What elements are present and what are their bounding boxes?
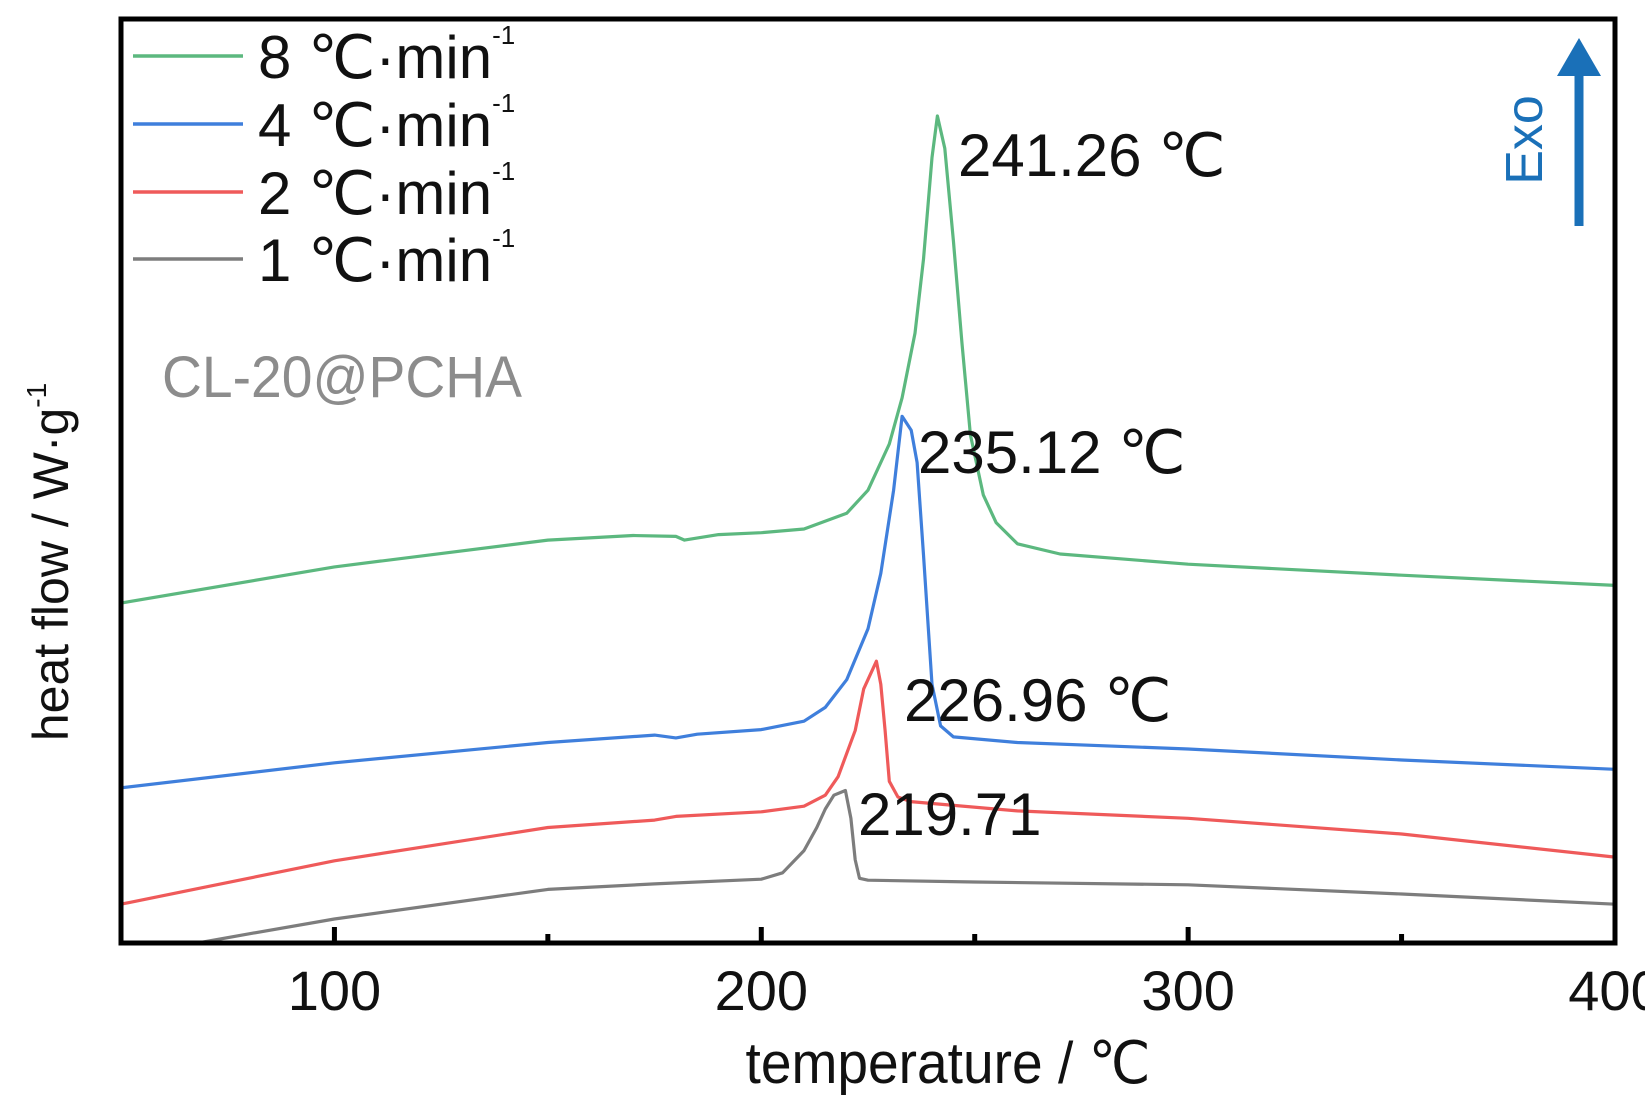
- x-axis-title: temperature / ℃: [746, 1031, 1151, 1095]
- y-axis-title-main: heat flow / W·g: [23, 408, 79, 741]
- legend-label-4-min: 4 ℃·min-1: [258, 88, 515, 159]
- x-tick-label: 400: [1568, 959, 1645, 1022]
- legend-label-2-min: 2 ℃·min-1: [258, 156, 515, 227]
- peak-label-1-min: 219.71: [858, 781, 1042, 848]
- series-line-4-min: [119, 414, 1617, 790]
- x-axis-ticks: 100 200 300 400: [288, 927, 1645, 1022]
- x-tick-label: 100: [288, 959, 381, 1022]
- legend: 8 ℃·min-14 ℃·min-12 ℃·min-11 ℃·min-1: [133, 20, 515, 294]
- legend-label-1-min: 1 ℃·min-1: [258, 223, 515, 294]
- plot-frame: [118, 16, 1618, 946]
- peak-labels: 241.26 ℃ 235.12 ℃ 226.96 ℃ 219.71: [858, 122, 1226, 848]
- sample-label: CL-20@PCHA: [162, 345, 522, 410]
- series-line-2-min: [119, 659, 1617, 906]
- series-curves: [119, 114, 1617, 945]
- exo-label: Exo: [1496, 95, 1554, 185]
- x-tick-label: 200: [715, 959, 808, 1022]
- exo-indicator: Exo: [1496, 38, 1601, 226]
- peak-label-2-min: 226.96 ℃: [904, 667, 1172, 734]
- peak-label-4-min: 235.12 ℃: [918, 419, 1186, 486]
- series-line-8-min: [119, 114, 1617, 605]
- y-axis-title: heat flow / W·g-1: [21, 383, 79, 741]
- y-axis-title-sup: -1: [21, 383, 52, 408]
- legend-label-8-min: 8 ℃·min-1: [258, 20, 515, 91]
- exo-arrow-head-icon: [1557, 38, 1601, 76]
- x-tick-label: 300: [1141, 959, 1234, 1022]
- series-line-1-min: [196, 788, 1617, 945]
- peak-label-8-min: 241.26 ℃: [958, 122, 1226, 189]
